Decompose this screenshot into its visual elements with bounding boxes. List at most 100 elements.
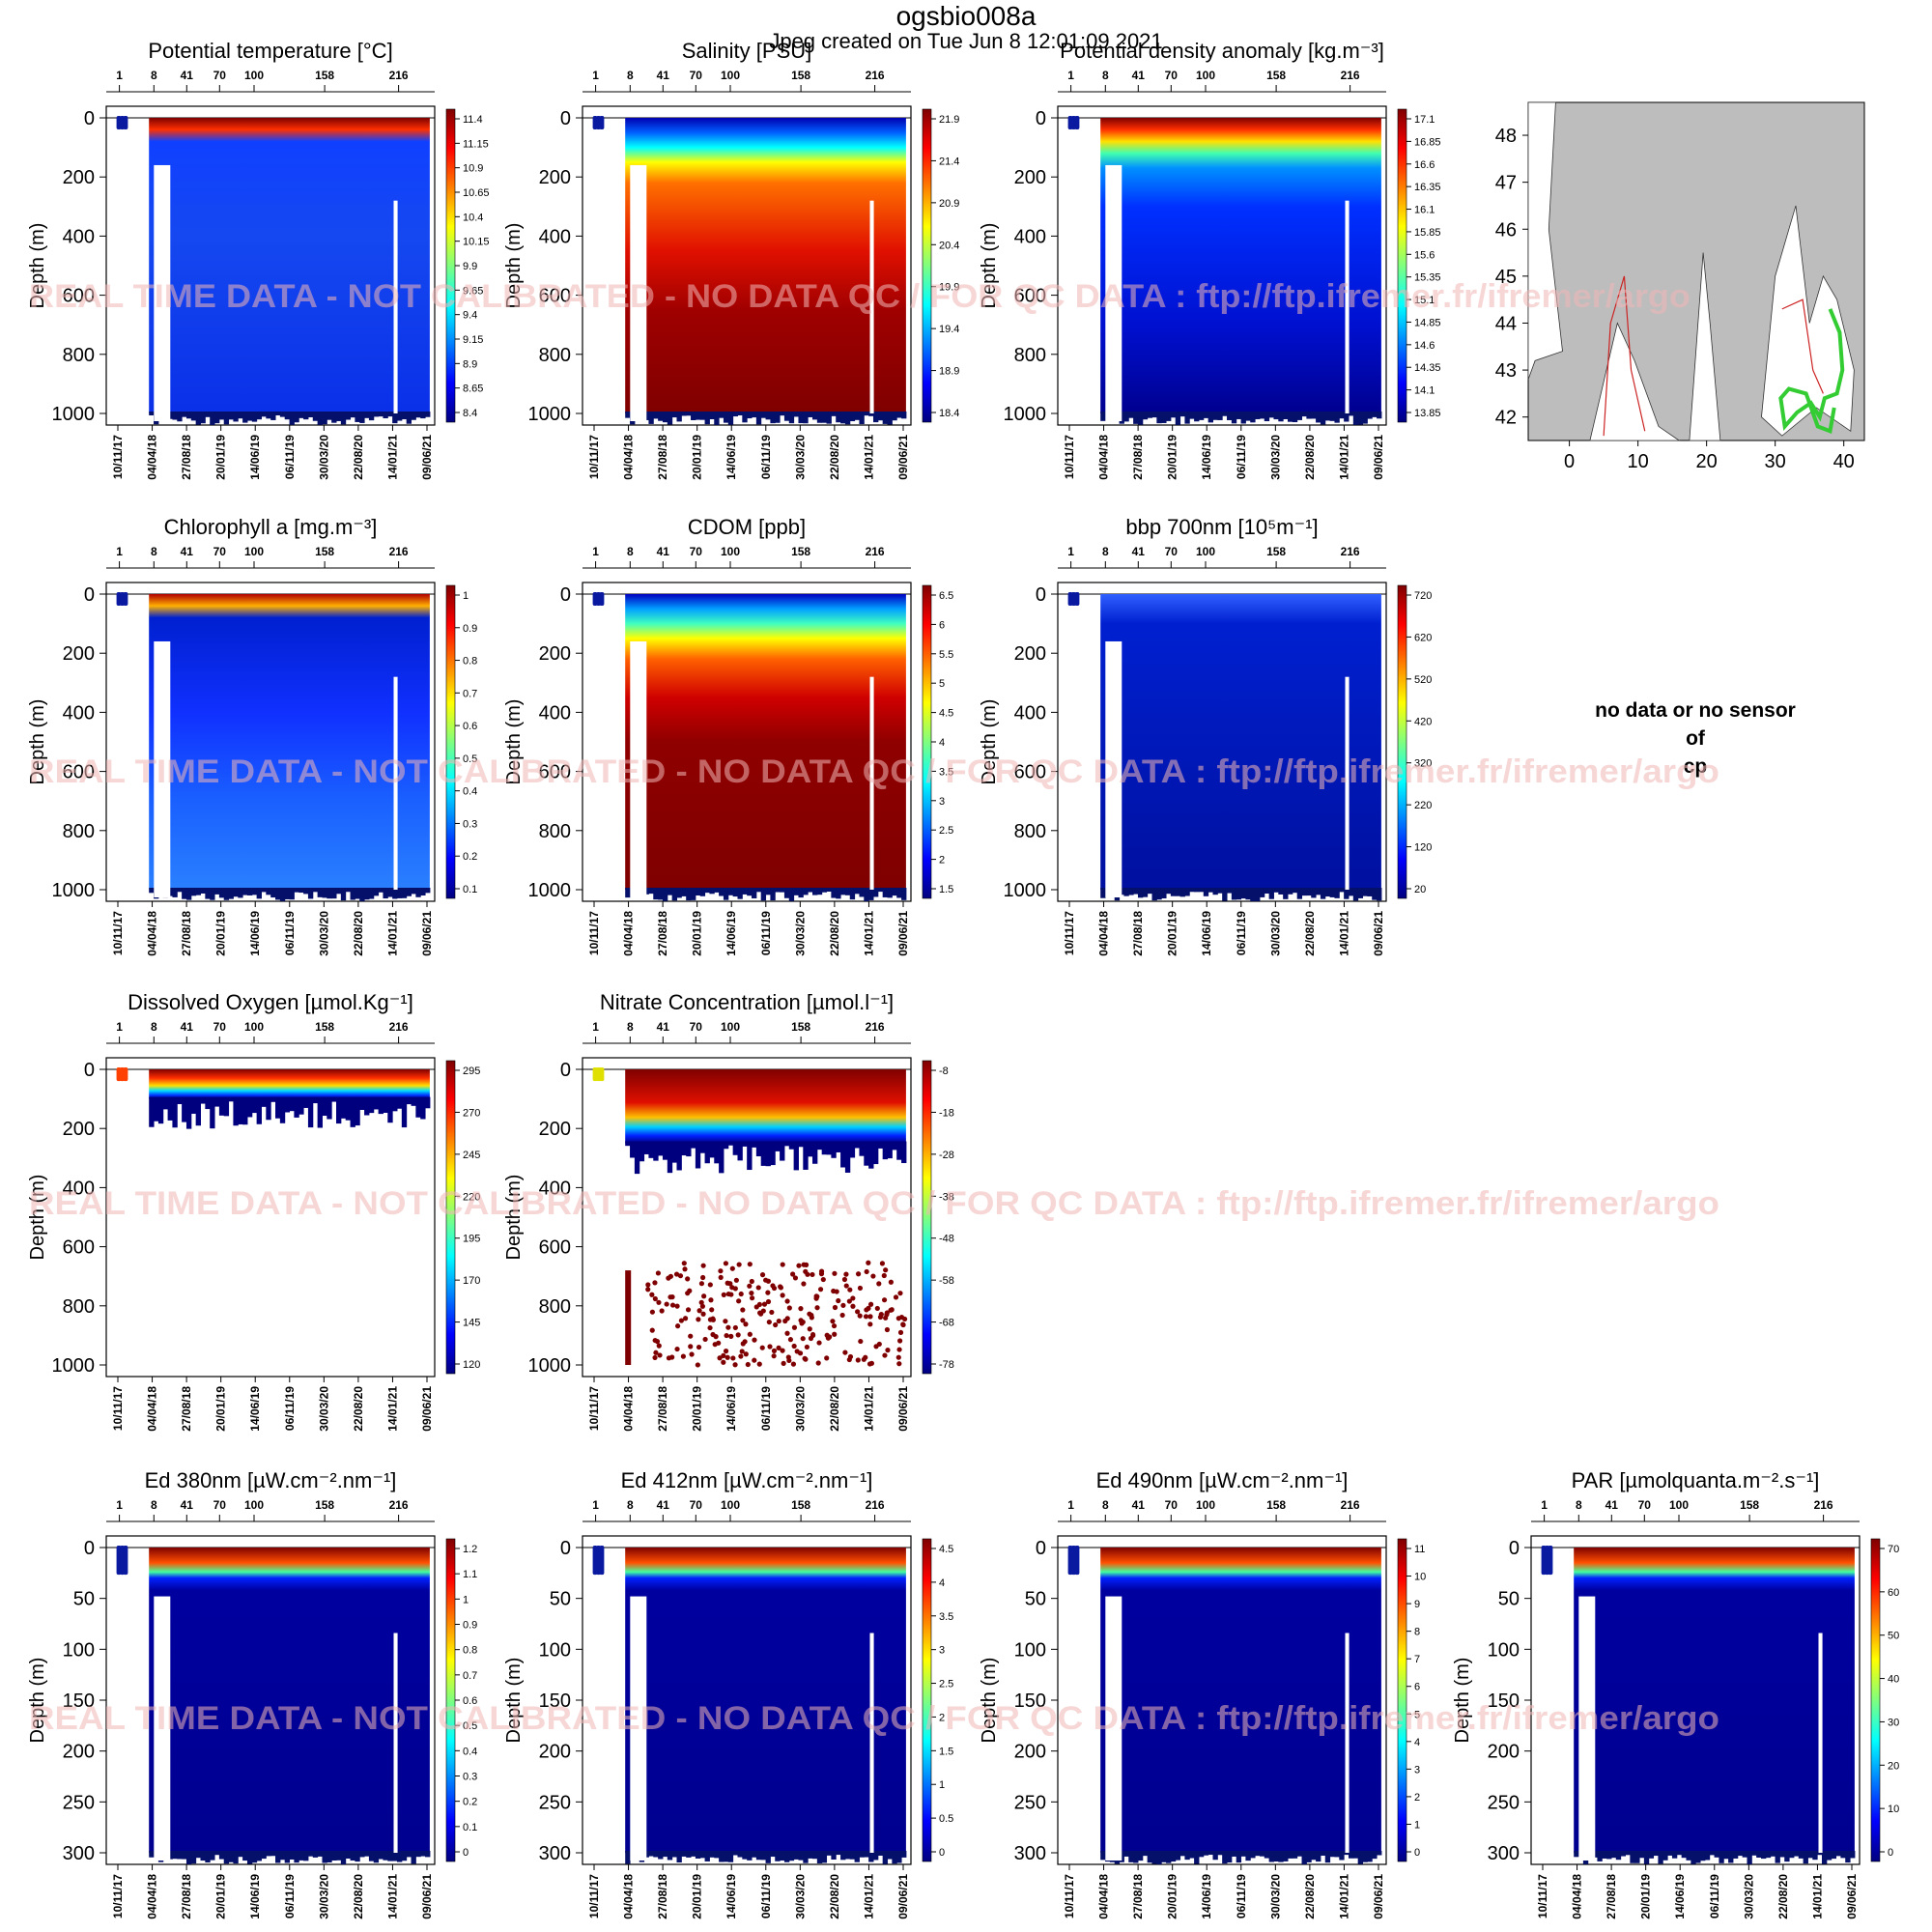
y-tick-label: 100 [63,1639,95,1661]
edge-segment [658,412,664,421]
edge-segment [1231,888,1237,900]
edge-segment [322,888,327,898]
x-tick-label: 10/11/17 [587,1874,601,1918]
cycle-label: 1 [1067,1498,1074,1512]
edge-segment [205,1096,211,1110]
y-tick-label: 300 [1014,1843,1046,1864]
edge-segment [177,412,183,422]
nitrate-point [796,1263,802,1268]
x-tick-label: 10/11/17 [111,1874,125,1918]
cycle-label: 100 [1669,1498,1689,1512]
edge-segment [1751,1851,1757,1856]
cycle-label: 1 [1067,69,1074,82]
cycle-label: 70 [213,1498,227,1512]
edge-segment [681,888,687,896]
edge-segment [218,1096,225,1116]
edge-segment [1268,412,1274,418]
edge-segment [803,1851,809,1863]
edge-segment [303,1096,309,1108]
edge-segment [205,888,211,899]
nitrate-point [685,1276,691,1282]
edge-segment [1714,1851,1719,1858]
edge-segment [1250,1851,1256,1859]
x-tick-label: 20/01/19 [1166,1874,1179,1919]
nitrate-point [810,1271,815,1278]
edge-segment [270,1851,276,1857]
edge-segment [246,1851,253,1864]
nitrate-point [732,1362,738,1368]
edge-segment [411,1851,416,1864]
y-tick-label: 0 [1509,1538,1520,1559]
cycle-label: 8 [1102,69,1109,82]
cycle-label: 41 [657,69,670,82]
x-tick-label: 27/08/18 [180,435,193,480]
edge-segment [1133,412,1139,424]
edge-segment [691,1851,696,1857]
edge-segment [1283,412,1289,419]
cycle-label: 100 [721,69,740,82]
edge-segment [1367,412,1373,419]
colorbar-tick-label: 20 [1888,1760,1899,1772]
colorbar-tick-label: 8.65 [463,384,483,395]
y-tick-label: 0 [560,584,571,606]
x-tick-label: 09/06/21 [420,435,434,480]
colorbar-tick-label: 3 [939,1645,945,1657]
nitrate-point [815,1360,821,1366]
nitrate-point [863,1314,869,1320]
edge-segment [723,1141,729,1150]
x-tick-label: 09/06/21 [1372,911,1385,956]
nitrate-point [864,1268,869,1275]
colorbar-tick-label: 21.9 [939,114,959,126]
colorbar-tick-label: 1.1 [463,1569,477,1580]
nitrate-point [699,1303,706,1309]
colorbar-tick-label: 9 [1414,1599,1420,1610]
nitrate-point [882,1352,888,1358]
nitrate-point [868,1360,875,1366]
nitrate-point [749,1295,755,1301]
edge-segment [821,412,828,423]
nitrate-point [753,1304,759,1310]
no-data-panel: no data or no sensor of cp [1595,699,1796,778]
nitrate-point [659,1308,665,1314]
edge-segment [662,1141,668,1160]
colorbar-tick-label: 6.5 [939,590,953,602]
colorbar [445,1060,456,1375]
edge-segment [1208,412,1213,423]
edge-segment [233,888,239,897]
edge-segment [709,412,715,420]
edge-segment [691,1141,696,1149]
edge-segment [303,888,309,895]
colorbar-tick-label: -8 [939,1065,949,1077]
edge-segment [1821,1851,1828,1864]
colorbar-tick-label: 19.9 [939,282,959,294]
colorbar-tick-label: 170 [463,1275,480,1287]
colorbar-tick-label: 10 [1888,1804,1899,1815]
nitrate-point [855,1271,862,1277]
nitrate-point [652,1280,658,1286]
y-tick-label: 800 [1014,345,1046,366]
edge-segment [704,888,710,894]
nitrate-point [675,1323,681,1329]
x-tick-label: 14/01/21 [862,911,875,956]
edge-segment [1798,1851,1804,1859]
edge-segment [723,412,729,423]
nitrate-point [794,1349,800,1354]
x-tick-label: 09/06/21 [1372,435,1385,480]
nitrate-point [740,1318,746,1323]
nitrate-point [712,1342,718,1348]
edge-segment [864,412,869,416]
edge-segment [877,412,884,421]
nitrate-point [778,1284,783,1290]
x-tick-label: 14/01/21 [1337,911,1350,956]
edge-segment [383,412,388,419]
cycle-label: 70 [213,69,227,82]
edge-segment [1264,412,1270,422]
edge-segment [648,412,654,424]
edge-segment [1292,1851,1298,1859]
y-tick-label: 1000 [528,1355,572,1377]
edge-segment [755,888,762,893]
edge-segment [808,888,813,893]
edge-segment [1329,412,1335,421]
x-tick-label: 22/08/20 [352,1386,365,1432]
nitrate-point [784,1298,790,1304]
